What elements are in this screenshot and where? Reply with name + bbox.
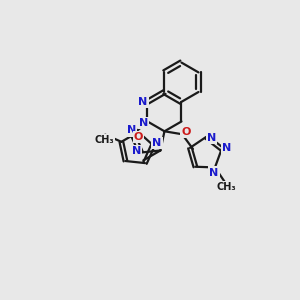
Text: N: N <box>222 143 231 153</box>
Text: N: N <box>127 125 136 136</box>
Text: O: O <box>182 128 191 137</box>
Text: N: N <box>138 97 148 107</box>
Text: CH₃: CH₃ <box>216 182 236 192</box>
Text: N: N <box>207 133 216 143</box>
Text: N: N <box>152 138 162 148</box>
Text: O: O <box>134 132 143 142</box>
Text: N: N <box>132 146 141 156</box>
Text: CH₃: CH₃ <box>94 135 114 145</box>
Text: N: N <box>209 167 218 178</box>
Text: N: N <box>139 118 148 128</box>
